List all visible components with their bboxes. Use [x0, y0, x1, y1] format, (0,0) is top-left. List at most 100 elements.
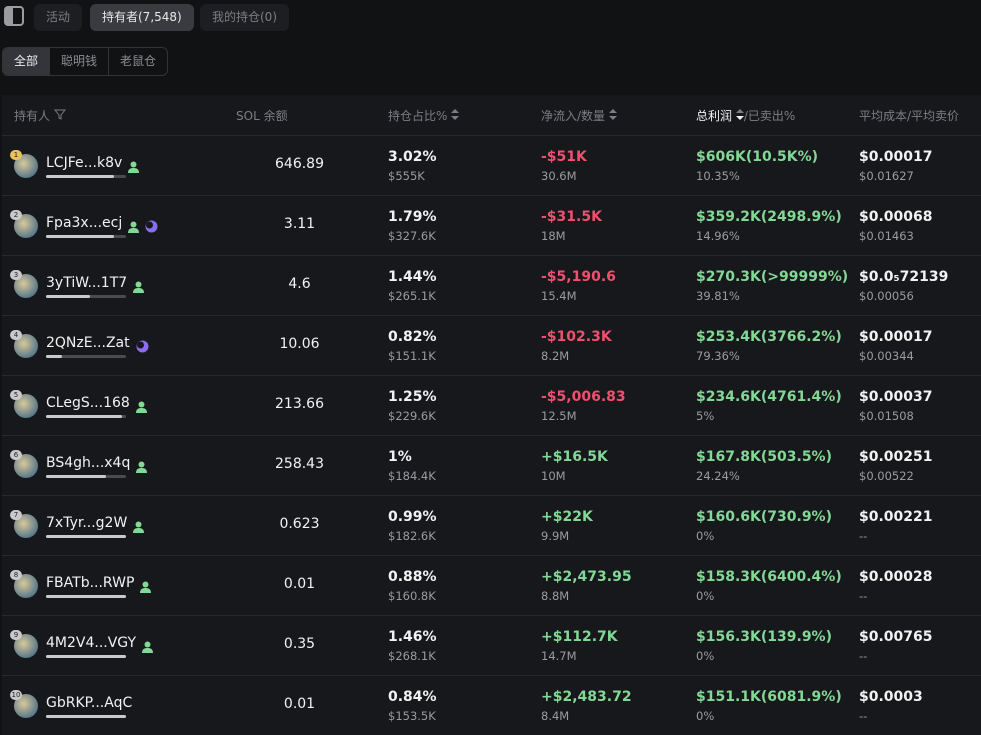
filter[interactable]: 老鼠仓: [108, 48, 167, 75]
panel-icon[interactable]: [4, 6, 24, 26]
holding-bar: [46, 355, 126, 358]
holding-pct: 1%: [388, 449, 412, 465]
net-flow: -$51K: [541, 149, 587, 165]
holder-row: 1 LCJFe...k8v 646.89 3.02% $555K -$51K 30.6M $6…: [2, 135, 981, 195]
sol-balance: 0.623: [279, 516, 320, 532]
header-text: 持有人: [14, 109, 51, 123]
holder-row: 6 BS4gh...x4q 258.43 1% $184.4K +$16.5K 10M $16…: [2, 435, 981, 495]
holding-bar-fill: [46, 415, 122, 418]
net-flow: -$102.3K: [541, 329, 612, 345]
holding-bar-fill: [46, 535, 126, 538]
holding-bar-fill: [46, 295, 90, 298]
holding-usd: $268.1K: [388, 649, 436, 663]
flow-qty: 14.7M: [541, 649, 577, 663]
flow-qty: 12.5M: [541, 409, 577, 423]
holding-pct: 0.88%: [388, 569, 437, 585]
holder-name[interactable]: 2QNzE...Zat: [46, 335, 130, 351]
avg-cost: $0.00028: [859, 569, 933, 585]
holder-row: 7 7xTyr...g2W 0.623 0.99% $182.6K +$22K 9.9M $1…: [2, 495, 981, 555]
whale-icon: [145, 218, 158, 237]
sold-pct: 5%: [696, 409, 715, 423]
holding-bar: [46, 715, 126, 718]
flow-qty: 8.8M: [541, 589, 570, 603]
avg-sell: --: [859, 529, 868, 543]
smart-money-icon: [136, 458, 147, 477]
sold-pct: 0%: [696, 709, 715, 723]
sol-balance: 0.35: [283, 636, 316, 652]
sort-icon: [608, 109, 617, 120]
avg-sell: $0.00522: [859, 469, 914, 483]
total-profit: $156.3K(139.9%): [696, 629, 832, 645]
holding-bar: [46, 595, 126, 598]
header-flow[interactable]: 净流入/数量: [541, 107, 617, 124]
holding-pct: 1.79%: [388, 209, 437, 225]
sold-pct: 0%: [696, 649, 715, 663]
smart-money-icon: [133, 518, 144, 537]
filter-icon: [53, 109, 66, 120]
header-text: 总利润: [696, 109, 733, 123]
sold-pct: 14.96%: [696, 229, 740, 243]
rank-badge: 3: [10, 270, 22, 280]
avg-cost: $0.00037: [859, 389, 933, 405]
filter[interactable]: 全部: [3, 48, 50, 75]
holding-usd: $160.8K: [388, 589, 436, 603]
holding-pct: 3.02%: [388, 149, 437, 165]
avg-sell: $0.01508: [859, 409, 914, 423]
net-flow: +$22K: [541, 509, 593, 525]
total-profit: $160.6K(730.9%): [696, 509, 832, 525]
holder-name[interactable]: FBATb...RWP: [46, 575, 135, 591]
holder-name[interactable]: BS4gh...x4q: [46, 455, 131, 471]
rank-badge: 1: [10, 150, 22, 160]
net-flow: +$112.7K: [541, 629, 618, 645]
holder-name[interactable]: CLegS...168: [46, 395, 130, 411]
holding-bar-fill: [46, 655, 126, 658]
sort-icon: [451, 109, 460, 120]
smart-money-icon: [142, 638, 153, 657]
holding-usd: $182.6K: [388, 529, 436, 543]
holder-name[interactable]: 7xTyr...g2W: [46, 515, 128, 531]
avg-sell: --: [859, 709, 868, 723]
holder-name[interactable]: 3yTiW...1T7: [46, 275, 128, 291]
smart-money-icon: [128, 218, 139, 237]
flow-qty: 10M: [541, 469, 566, 483]
total-profit: $151.1K(6081.9%): [696, 689, 842, 705]
total-profit: $606K(10.5K%): [696, 149, 819, 165]
whale-icon: [136, 338, 149, 357]
rank-badge: 10: [10, 690, 22, 700]
holder-row: 3 3yTiW...1T7 4.6 1.44% $265.1K -$5,190.6 15.4…: [2, 255, 981, 315]
holder-row: 8 FBATb...RWP 0.01 0.88% $160.8K +$2,473.95 8.…: [2, 555, 981, 615]
holding-usd: $555K: [388, 169, 425, 183]
total-profit: $270.3K(>99999%): [696, 269, 849, 285]
holder-name[interactable]: GbRKP...AqC: [46, 695, 133, 711]
holder-name[interactable]: Fpa3x...ecj: [46, 215, 123, 231]
holding-bar: [46, 175, 126, 178]
sol-balance: 258.43: [275, 456, 324, 472]
holding-bar-fill: [46, 175, 114, 178]
holding-pct: 0.99%: [388, 509, 437, 525]
net-flow: -$31.5K: [541, 209, 602, 225]
holding-bar-fill: [46, 475, 106, 478]
holding-pct: 0.82%: [388, 329, 437, 345]
sol-balance: 646.89: [275, 156, 324, 172]
tab[interactable]: 活动: [34, 4, 83, 31]
holding-bar: [46, 475, 126, 478]
header-holder[interactable]: 持有人: [14, 107, 66, 124]
holder-name[interactable]: 4M2V4...VGY: [46, 635, 137, 651]
total-profit: $359.2K(2498.9%): [696, 209, 842, 225]
flow-qty: 9.9M: [541, 529, 570, 543]
filter[interactable]: 聪明钱: [49, 48, 108, 75]
header-pct[interactable]: 持仓占比%: [388, 107, 460, 124]
tab[interactable]: 我的持仓(0): [200, 4, 289, 31]
total-profit: $234.6K(4761.4%): [696, 389, 842, 405]
header-profit[interactable]: 总利润 /已卖出%: [696, 107, 795, 124]
holding-usd: $151.1K: [388, 349, 436, 363]
holder-name[interactable]: LCJFe...k8v: [46, 155, 123, 171]
holding-pct: 1.44%: [388, 269, 437, 285]
holding-bar: [46, 655, 126, 658]
net-flow: +$2,473.95: [541, 569, 632, 585]
holding-bar: [46, 235, 126, 238]
flow-qty: 8.2M: [541, 349, 570, 363]
sold-pct: 24.24%: [696, 469, 740, 483]
tab[interactable]: 持有者(7,548): [90, 4, 194, 31]
avg-cost: $0.0003: [859, 689, 923, 705]
